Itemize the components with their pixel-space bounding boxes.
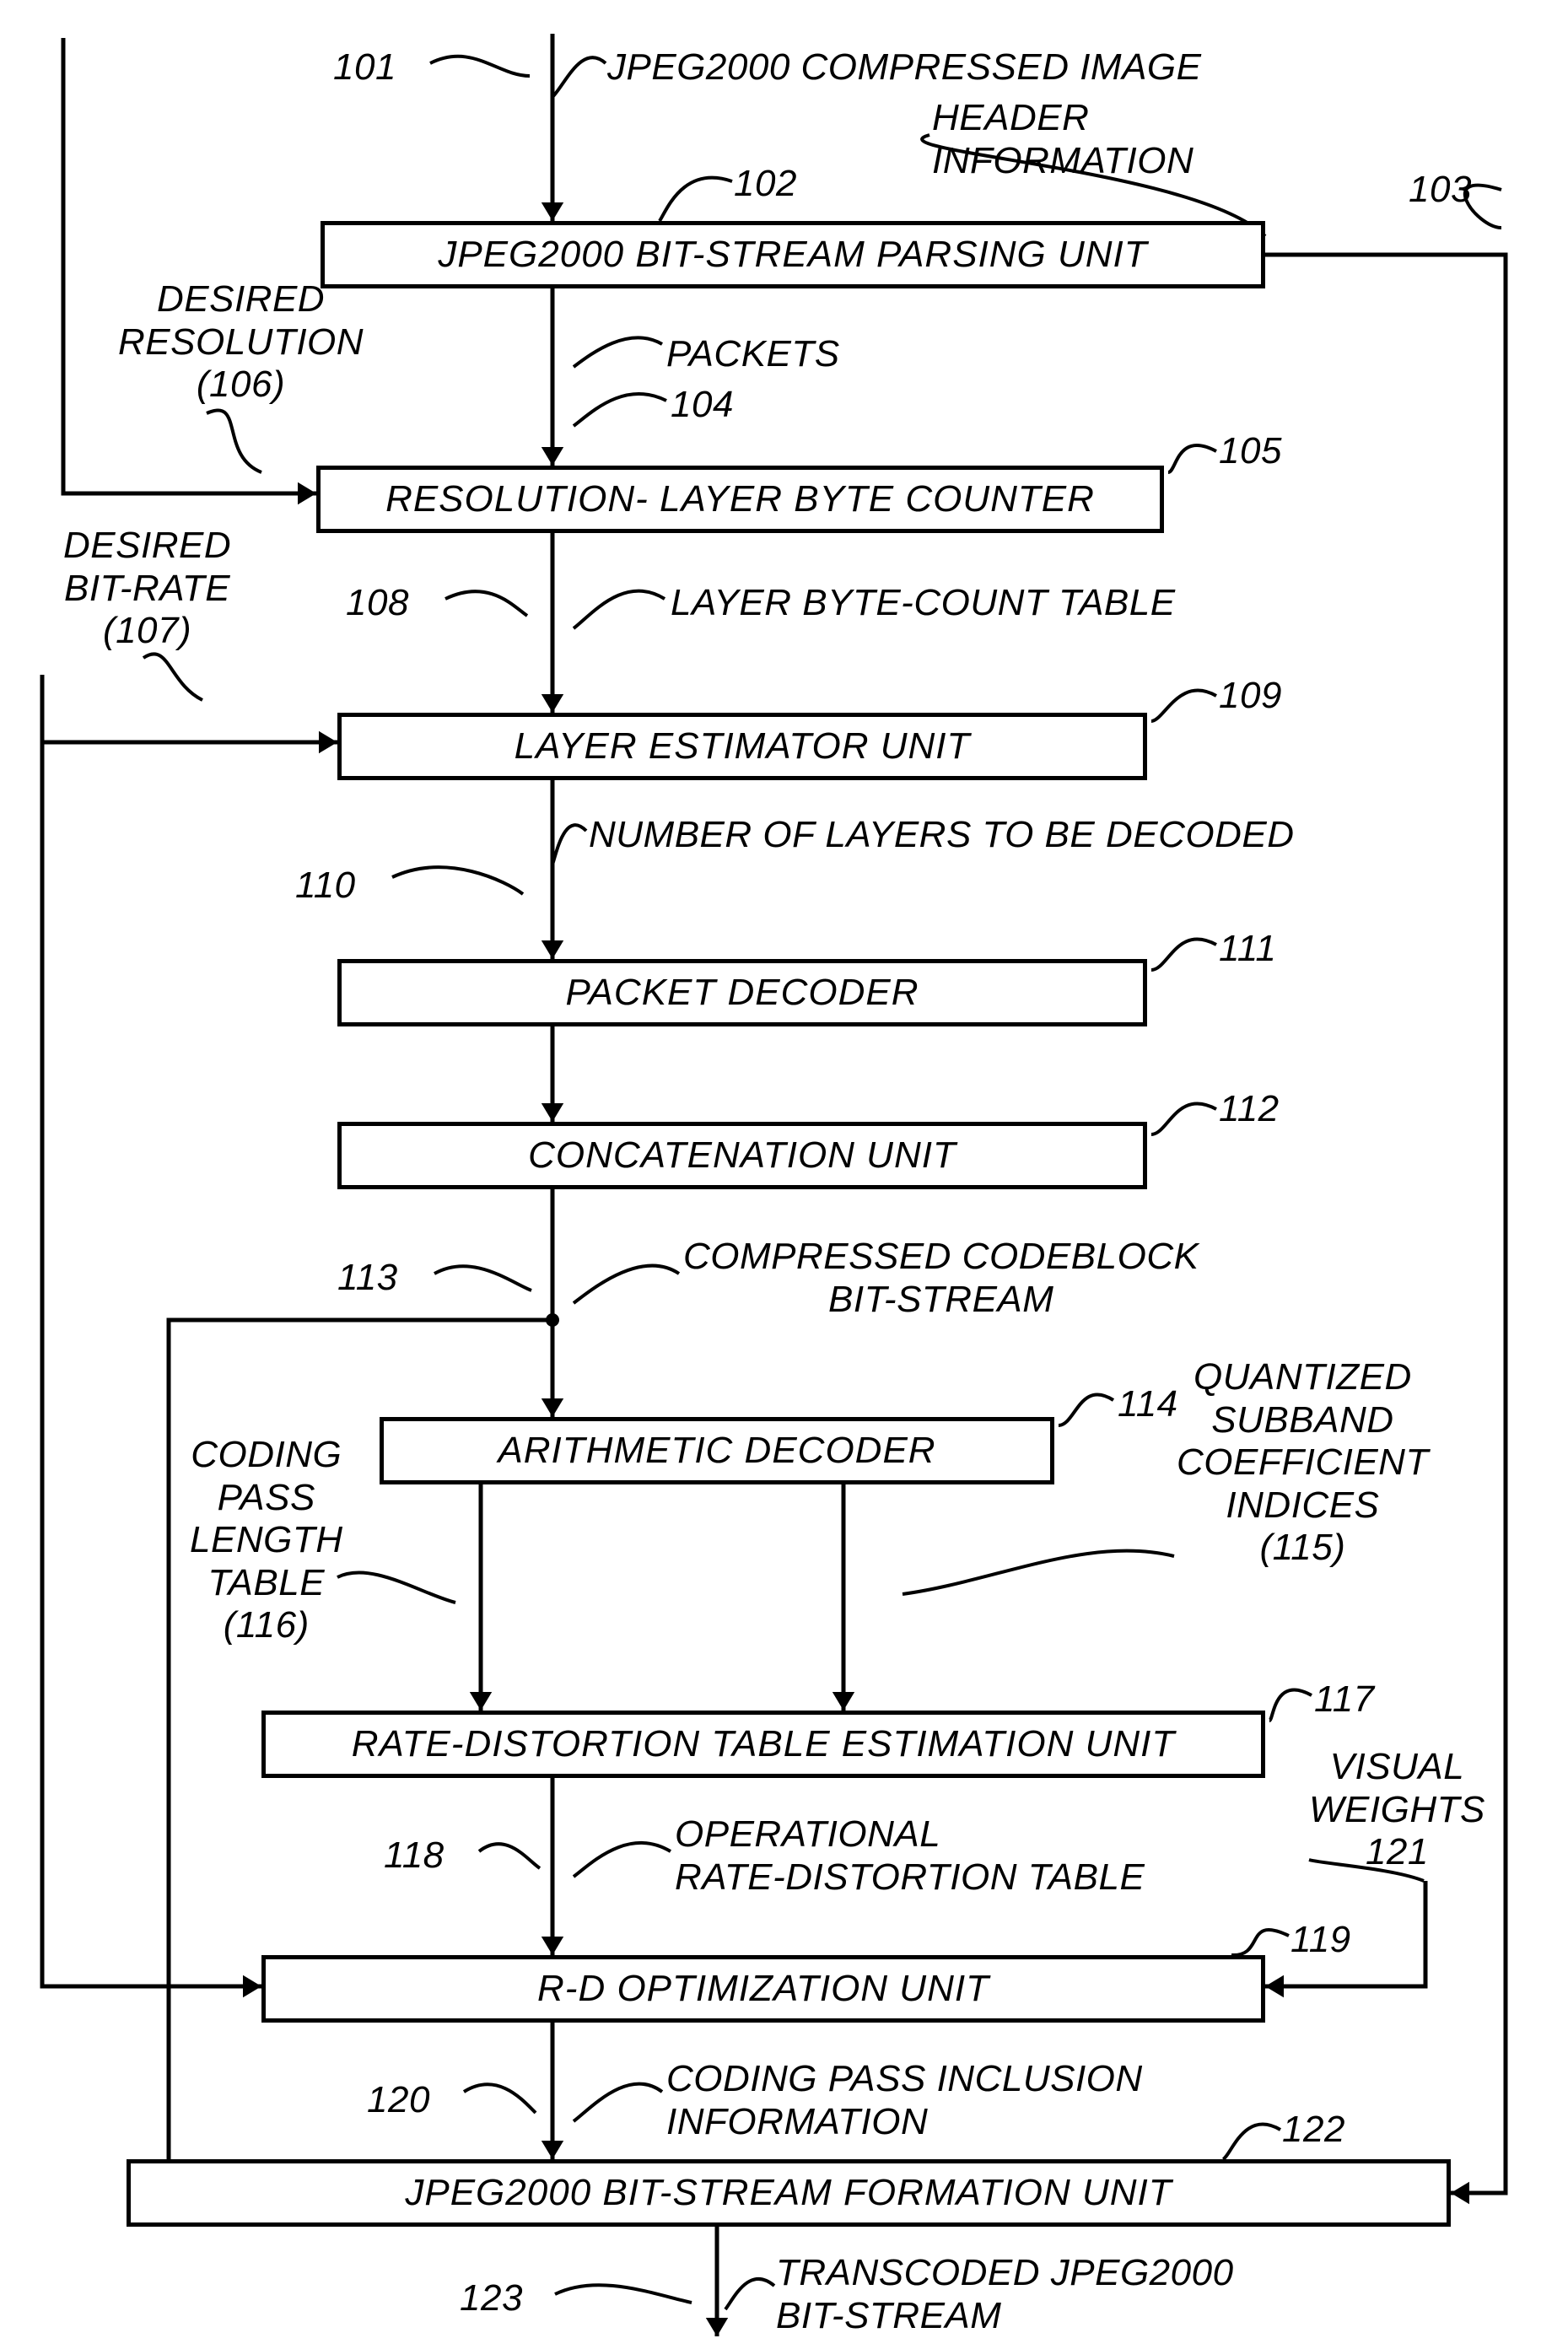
diagram-label: 118: [384, 1834, 445, 1878]
diagram-label: 111: [1219, 928, 1276, 971]
flowchart-box: CONCATENATION UNIT: [337, 1122, 1147, 1189]
diagram-label: DESIRED BIT-RATE (107): [63, 525, 231, 653]
flowchart-box: JPEG2000 BIT-STREAM PARSING UNIT: [321, 221, 1265, 288]
diagram-label: OPERATIONAL RATE-DISTORTION TABLE: [675, 1813, 1145, 1899]
diagram-label: NUMBER OF LAYERS TO BE DECODED: [589, 814, 1295, 857]
flowchart-box: RESOLUTION- LAYER BYTE COUNTER: [316, 466, 1164, 533]
flowchart-box: JPEG2000 BIT-STREAM FORMATION UNIT: [127, 2159, 1451, 2227]
diagram-label: HEADER INFORMATION: [932, 97, 1194, 182]
diagram-label: JPEG2000 COMPRESSED IMAGE: [607, 46, 1202, 89]
diagram-label: 119: [1291, 1919, 1351, 1962]
diagram-label: 112: [1219, 1088, 1280, 1131]
diagram-label: 114: [1118, 1383, 1178, 1426]
diagram-label: 104: [671, 384, 734, 427]
diagram-label: VISUAL WEIGHTS 121: [1309, 1746, 1485, 1874]
diagram-label: 120: [367, 2079, 430, 2122]
diagram-label: TRANSCODED JPEG2000 BIT-STREAM: [776, 2252, 1234, 2337]
diagram-label: 108: [346, 582, 409, 625]
diagram-label: 122: [1282, 2109, 1345, 2152]
diagram-label: DESIRED RESOLUTION (106): [118, 278, 364, 407]
diagram-label: 123: [460, 2277, 523, 2320]
diagram-label: 101: [333, 46, 396, 89]
diagram-label: COMPRESSED CODEBLOCK BIT-STREAM: [683, 1236, 1199, 1321]
flowchart-box: R-D OPTIMIZATION UNIT: [261, 1955, 1265, 2023]
flowchart-box: PACKET DECODER: [337, 959, 1147, 1026]
diagram-label: 105: [1219, 430, 1282, 473]
diagram-label: CODING PASS LENGTH TABLE (116): [190, 1434, 342, 1647]
diagram-label: 117: [1314, 1678, 1375, 1721]
flowchart-box: RATE-DISTORTION TABLE ESTIMATION UNIT: [261, 1711, 1265, 1778]
diagram-label: 109: [1219, 675, 1282, 718]
diagram-label: 102: [734, 163, 797, 206]
flowchart-box: ARITHMETIC DECODER: [380, 1417, 1054, 1484]
diagram-label: CODING PASS INCLUSION INFORMATION: [666, 2058, 1143, 2143]
diagram-label: 103: [1409, 169, 1472, 212]
diagram-label: 110: [295, 865, 356, 908]
flowchart-box: LAYER ESTIMATOR UNIT: [337, 713, 1147, 780]
diagram-label: QUANTIZED SUBBAND COEFFICIENT INDICES (1…: [1177, 1356, 1429, 1570]
diagram-label: LAYER BYTE-COUNT TABLE: [671, 582, 1176, 625]
diagram-label: 113: [337, 1257, 398, 1300]
diagram-label: PACKETS: [666, 333, 840, 376]
